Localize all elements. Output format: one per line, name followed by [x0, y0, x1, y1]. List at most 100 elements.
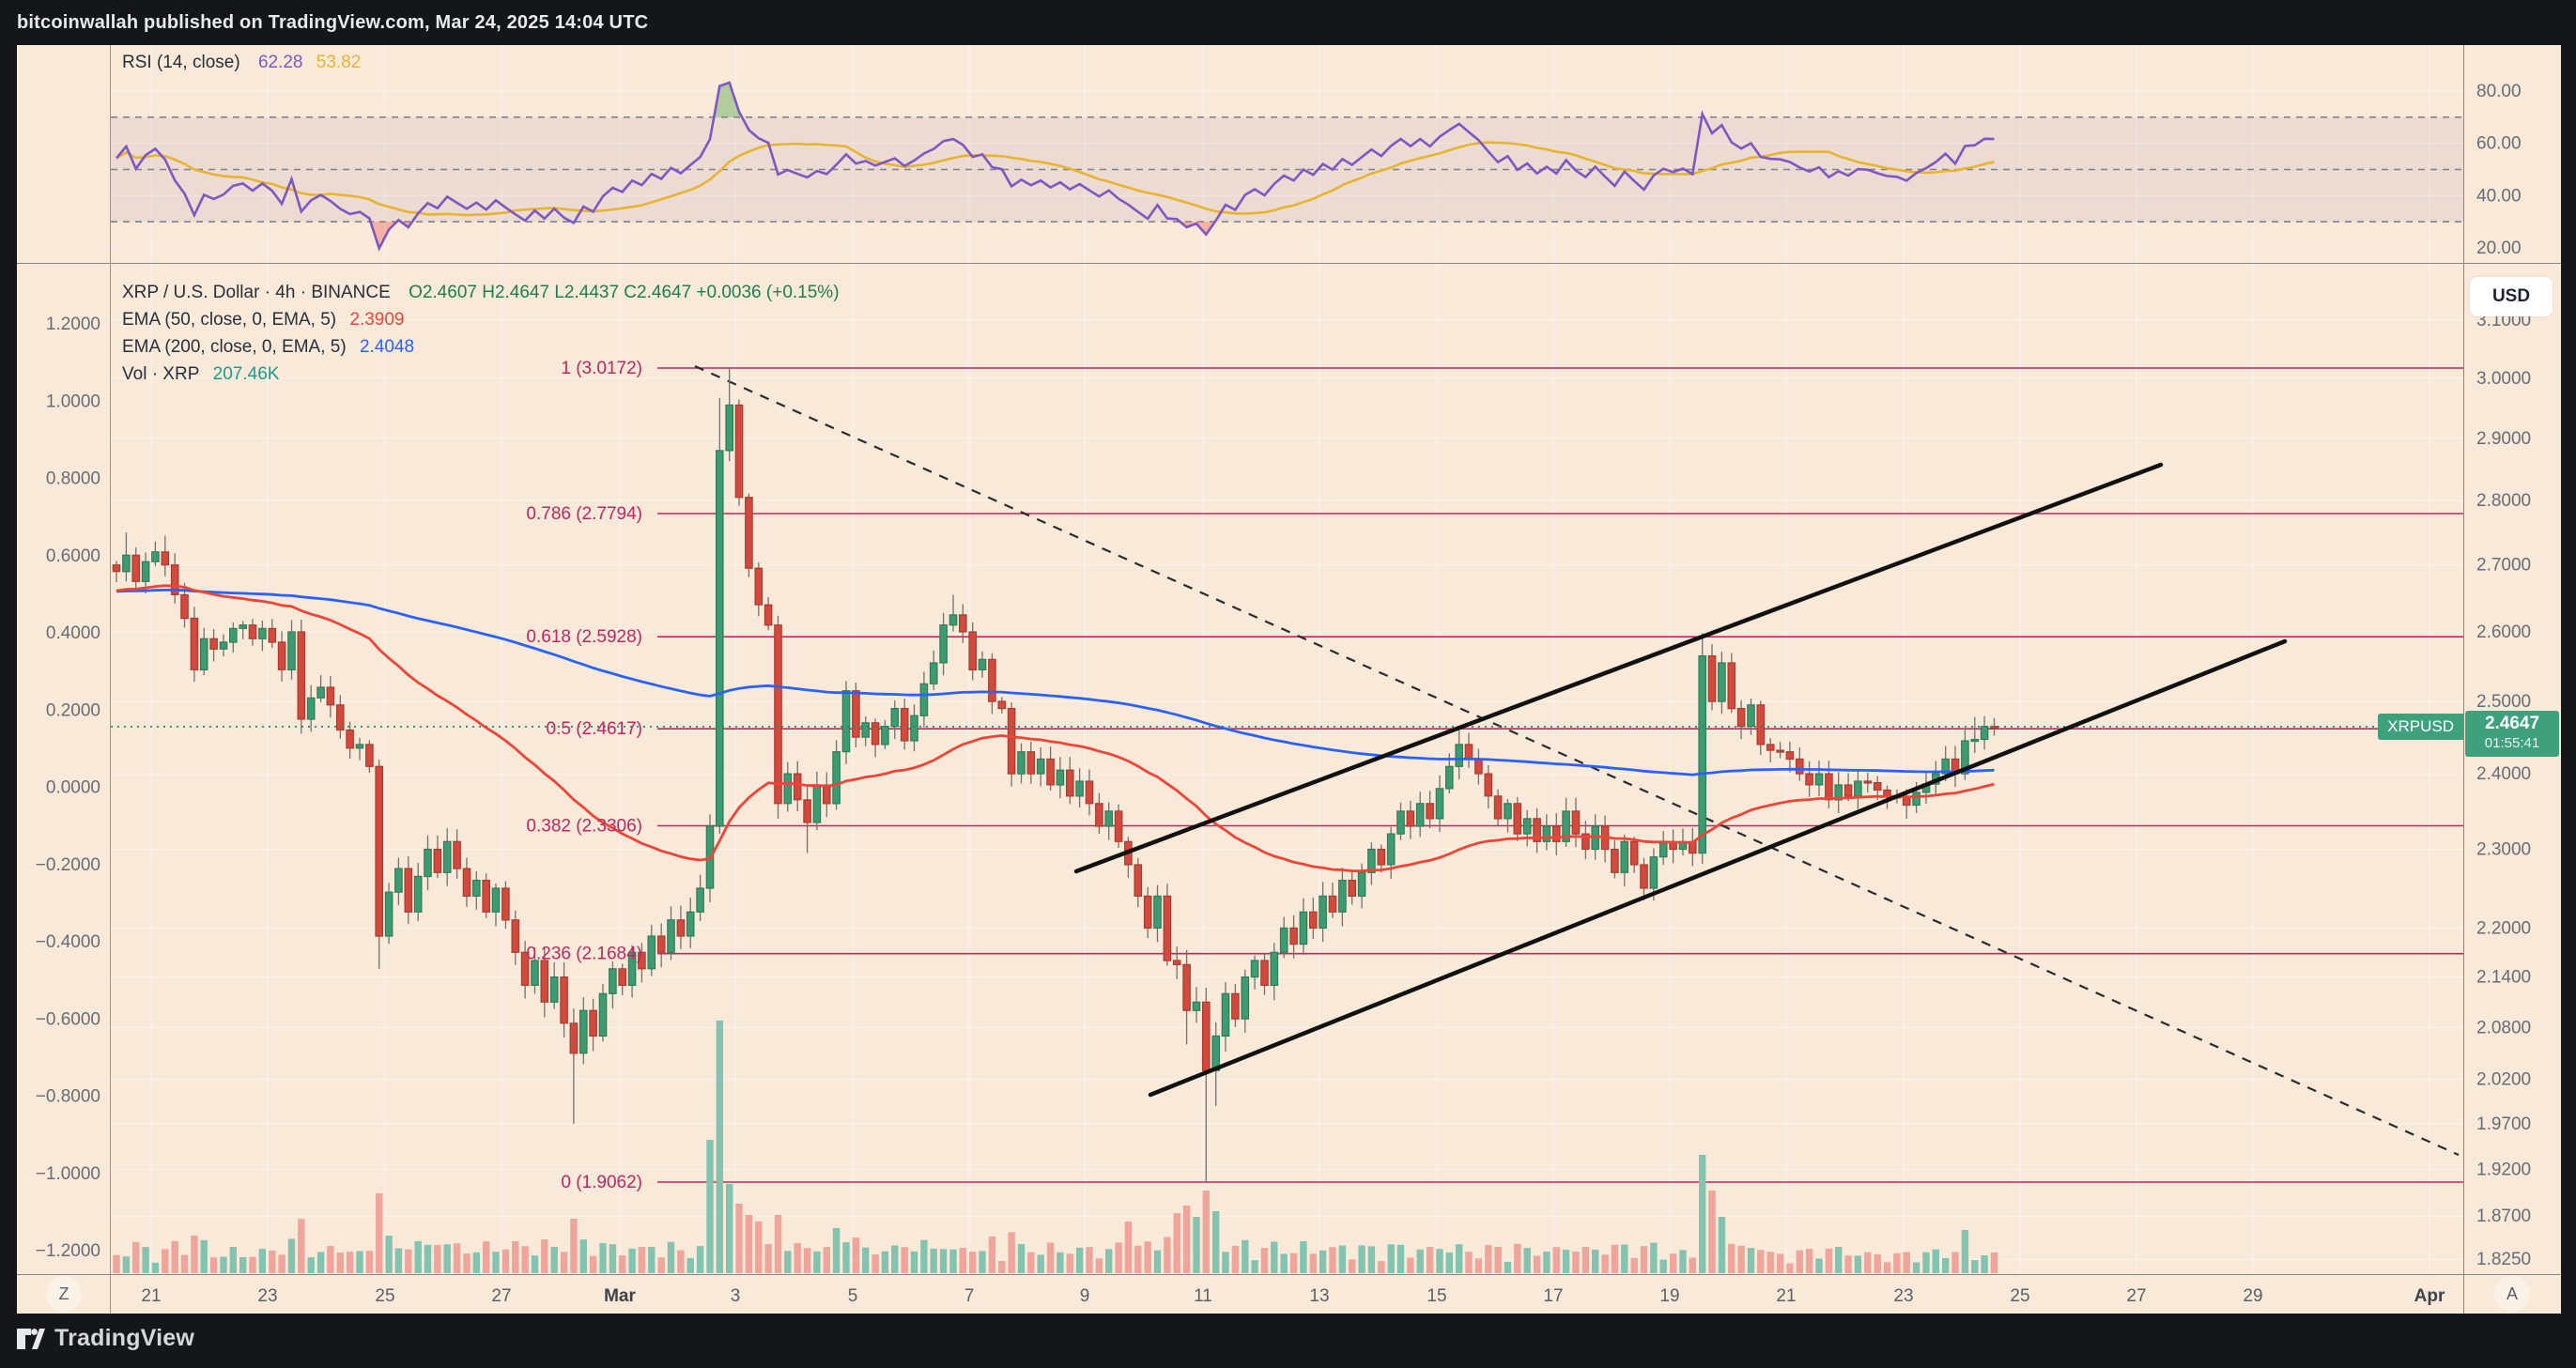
svg-text:25: 25	[375, 1286, 394, 1306]
time-axis-border	[17, 1274, 2561, 1275]
grid-vertical	[150, 45, 2430, 1274]
candle-bodies	[112, 404, 1998, 1071]
bar-countdown: 01:55:41	[2484, 735, 2540, 751]
rsi-ma-line	[116, 141, 1995, 217]
svg-text:15: 15	[1427, 1286, 1446, 1306]
svg-text:−0.2000: −0.2000	[36, 855, 100, 875]
ema200-label: EMA (200, close, 0, EMA, 5)	[122, 337, 347, 357]
volume-row[interactable]: Vol · XRP 207.46K	[122, 361, 840, 388]
rsi-ma-value: 53.82	[316, 53, 362, 72]
svg-text:21: 21	[1776, 1286, 1796, 1306]
svg-text:1.0000: 1.0000	[46, 392, 100, 411]
channel-upper-trendline	[1073, 462, 2164, 874]
last-price-label: 2.4647 01:55:41	[2465, 711, 2559, 757]
svg-text:13: 13	[1309, 1286, 1329, 1306]
svg-text:0.2000: 0.2000	[46, 700, 100, 720]
zoom-out-button[interactable]: Z	[46, 1276, 82, 1312]
svg-text:1.9700: 1.9700	[2476, 1114, 2531, 1134]
svg-text:7: 7	[964, 1286, 975, 1306]
svg-text:0.382 (2.3306): 0.382 (2.3306)	[526, 817, 642, 837]
rsi-line	[116, 81, 1995, 252]
svg-text:40.00: 40.00	[2476, 186, 2522, 206]
ema50-row[interactable]: EMA (50, close, 0, EMA, 5) 2.3909	[122, 306, 840, 333]
svg-text:27: 27	[491, 1286, 511, 1306]
ema50-value: 2.3909	[349, 310, 405, 330]
rsi-dashed-levels	[111, 116, 2463, 223]
svg-text:0.4000: 0.4000	[46, 623, 100, 643]
svg-text:2.0800: 2.0800	[2476, 1018, 2531, 1038]
symbol-row[interactable]: XRP / U.S. Dollar · 4h · BINANCE O2.4607…	[122, 279, 840, 306]
svg-text:17: 17	[1543, 1286, 1563, 1306]
rsi-value: 62.28	[257, 53, 303, 72]
ema200-line	[116, 589, 1995, 776]
volume-bars	[113, 1021, 1998, 1273]
svg-text:0.618 (2.5928): 0.618 (2.5928)	[526, 627, 642, 647]
rsi-legend[interactable]: RSI (14, close) 62.28 53.82	[122, 53, 361, 73]
svg-text:1.8250: 1.8250	[2476, 1250, 2531, 1269]
right-scale-border	[2463, 45, 2464, 1314]
svg-text:2.1400: 2.1400	[2476, 968, 2531, 988]
svg-text:0.0000: 0.0000	[46, 778, 100, 798]
svg-text:3.0000: 3.0000	[2476, 369, 2531, 389]
auto-scale-button[interactable]: A	[2494, 1276, 2530, 1312]
fib-retracement-lines	[657, 367, 2463, 1183]
tradingview-brand-text: TradingView	[54, 1325, 195, 1351]
channel-lower-trendline	[1148, 638, 2288, 1098]
svg-text:0.5 (2.4617): 0.5 (2.4617)	[547, 719, 642, 739]
svg-text:25: 25	[2010, 1286, 2029, 1306]
svg-text:−0.8000: −0.8000	[36, 1087, 100, 1107]
left-scale-axis: 1.2000 1.0000 0.8000 0.6000 0.4000 0.2000 0.00…	[36, 315, 100, 1261]
svg-text:−0.4000: −0.4000	[36, 932, 100, 952]
left-scale-border	[110, 45, 111, 1314]
svg-text:9: 9	[1080, 1286, 1090, 1306]
price-line-symbol-tag: XRPUSD	[2378, 714, 2463, 740]
svg-text:20.00: 20.00	[2476, 238, 2522, 258]
svg-text:−1.0000: −1.0000	[36, 1164, 100, 1184]
candle-wicks	[116, 368, 1996, 1182]
svg-text:−0.6000: −0.6000	[36, 1009, 100, 1029]
svg-text:2.0200: 2.0200	[2476, 1070, 2531, 1090]
svg-text:0.6000: 0.6000	[46, 546, 100, 566]
svg-text:Apr: Apr	[2414, 1286, 2445, 1306]
svg-text:19: 19	[1659, 1286, 1679, 1306]
grid-horizontal	[111, 90, 2463, 1260]
ema50-line	[116, 584, 1995, 873]
volume-label: Vol · XRP	[122, 364, 200, 384]
symbol-title: XRP / U.S. Dollar · 4h · BINANCE	[122, 283, 391, 302]
svg-text:23: 23	[257, 1286, 277, 1306]
svg-text:80.00: 80.00	[2476, 82, 2522, 101]
main-legend: XRP / U.S. Dollar · 4h · BINANCE O2.4607…	[122, 279, 840, 388]
last-price-value: 2.4647	[2484, 714, 2540, 733]
svg-text:21: 21	[141, 1286, 161, 1306]
volume-value: 207.46K	[212, 364, 280, 384]
pane-separator[interactable]	[17, 263, 2561, 264]
rsi-legend-label: RSI (14, close)	[122, 53, 240, 72]
svg-text:3: 3	[731, 1286, 741, 1306]
svg-text:1 (3.0172): 1 (3.0172)	[561, 359, 642, 378]
right-price-axis: 3.10003.00002.90002.80002.70002.60002.50…	[2476, 82, 2531, 1269]
svg-text:1.2000: 1.2000	[46, 315, 100, 334]
svg-text:5: 5	[848, 1286, 858, 1306]
svg-text:2.8000: 2.8000	[2476, 491, 2531, 511]
footer-bar: TradingView	[0, 1314, 2576, 1368]
svg-text:23: 23	[1893, 1286, 1913, 1306]
svg-text:2.3000: 2.3000	[2476, 840, 2531, 860]
svg-text:1.8700: 1.8700	[2476, 1207, 2531, 1226]
svg-text:11: 11	[1194, 1286, 1212, 1306]
tradingview-logo-icon	[17, 1328, 45, 1349]
currency-toggle[interactable]: USD	[2470, 277, 2553, 316]
svg-text:2.4000: 2.4000	[2476, 764, 2531, 784]
dashed-resistance-trendline	[694, 364, 2460, 1157]
svg-text:27: 27	[2126, 1286, 2146, 1306]
ema200-row[interactable]: EMA (200, close, 0, EMA, 5) 2.4048	[122, 333, 840, 361]
svg-text:2.2000: 2.2000	[2476, 918, 2531, 938]
svg-text:0.786 (2.7794): 0.786 (2.7794)	[526, 504, 642, 524]
svg-text:2.6000: 2.6000	[2476, 623, 2531, 642]
svg-text:0.236 (2.1684): 0.236 (2.1684)	[526, 945, 642, 964]
svg-text:2.5000: 2.5000	[2476, 692, 2531, 712]
ohlc-readout: O2.4607 H2.4647 L2.4437 C2.4647 +0.0036 …	[409, 283, 840, 302]
svg-text:−1.2000: −1.2000	[36, 1241, 100, 1261]
tradingview-brand[interactable]: TradingView	[17, 1325, 194, 1352]
